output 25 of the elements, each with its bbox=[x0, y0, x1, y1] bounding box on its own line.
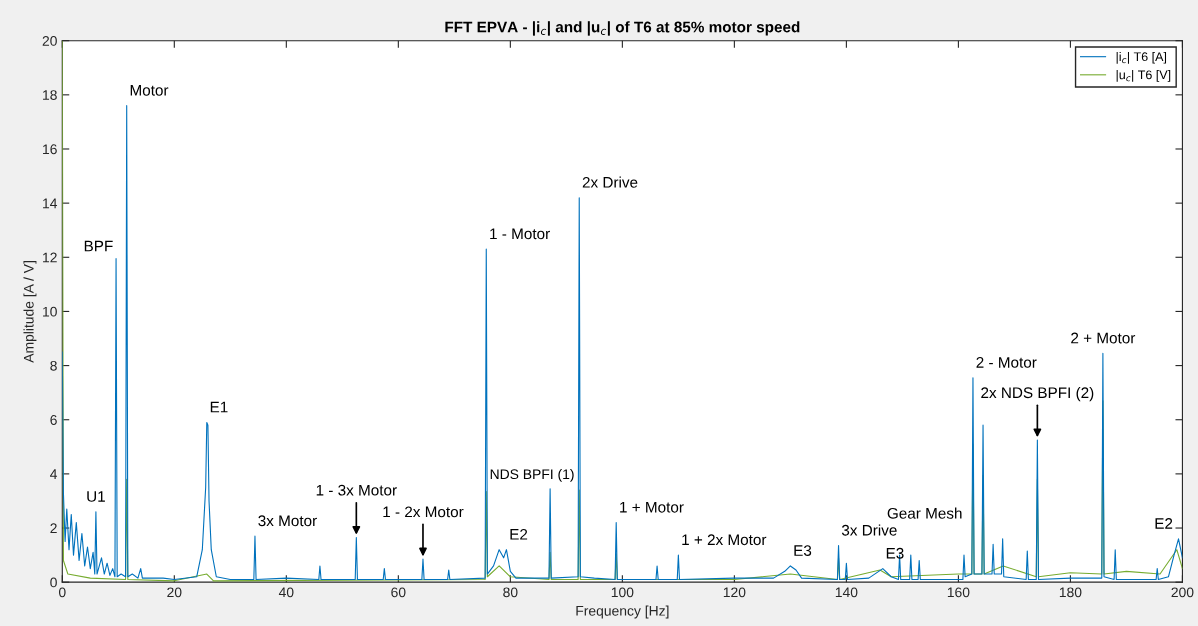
chart-title: FFT EPVA - |i$_{c}$| and |u$_{c}$| of T6 at 85% motor speed bbox=[445, 21, 800, 36]
y-tick-label: 2 bbox=[50, 523, 57, 534]
x-tick-label: 180 bbox=[1059, 587, 1082, 598]
x-tick-label: 200 bbox=[1171, 587, 1194, 598]
y-tick-label: 14 bbox=[43, 198, 58, 209]
x-tick-label: 60 bbox=[391, 587, 406, 598]
y-tick-label: 8 bbox=[50, 360, 57, 371]
y-tick-label: 20 bbox=[42, 36, 57, 46]
y-tick-label: 0 bbox=[50, 577, 57, 588]
y-tick-label: 6 bbox=[50, 415, 57, 425]
x-tick-label: 100 bbox=[611, 587, 634, 598]
x-tick-label: 40 bbox=[278, 587, 294, 598]
y-tick-label: 16 bbox=[43, 144, 57, 155]
x-tick-label: 0 bbox=[58, 587, 66, 598]
y-tick-label: 4 bbox=[50, 469, 58, 479]
x-tick-label: 20 bbox=[167, 587, 182, 598]
y-tick-label: 18 bbox=[43, 90, 57, 101]
y-tick-label: 10 bbox=[43, 306, 57, 317]
x-axis-title: Frequency [Hz] bbox=[576, 605, 669, 619]
x-tick-label: 120 bbox=[723, 587, 746, 598]
x-tick-label: 160 bbox=[947, 587, 970, 598]
x-tick-label: 140 bbox=[835, 587, 858, 598]
y-axis-title: Amplitude [A / V] bbox=[23, 261, 37, 363]
y-tick-label: 12 bbox=[43, 252, 57, 263]
x-tick-label: 80 bbox=[503, 587, 518, 598]
